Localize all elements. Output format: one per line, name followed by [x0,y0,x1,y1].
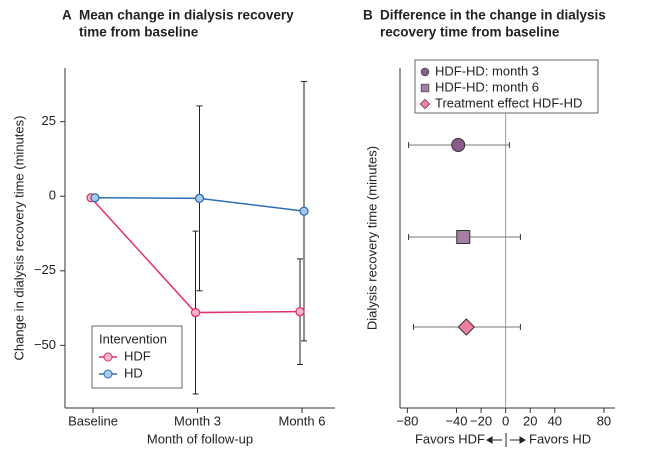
x-tick-label: Month 6 [279,413,326,428]
legend-label: HDF [124,348,151,363]
panel-letter: A [62,8,72,23]
x-tick-label: −20 [470,413,492,428]
legend-marker [420,67,430,77]
y-tick-label: 0 [49,188,56,203]
point [299,206,309,216]
legend-box [414,59,599,114]
point [190,307,201,318]
x-axis-label: Favors HD [529,431,591,446]
panel-letter: B [363,8,373,23]
legend-label: HD [124,365,143,380]
marker [451,138,466,152]
marker [456,230,471,244]
legend-label: HDF-HD: month 3 [435,63,539,78]
point [295,307,305,317]
point [90,193,100,203]
x-tick-label: −80 [396,413,418,428]
x-tick-label: Baseline [68,413,118,428]
legend-label: Treatment effect HDF-HD [435,95,582,110]
x-tick-label: Month 3 [174,413,221,428]
x-tick-label: −40 [445,413,467,428]
x-axis-label: Favors HDF [415,431,485,446]
point [194,193,205,203]
chart-title: time from baseline [79,25,199,40]
legend-marker [103,352,113,362]
chart-title: recovery time from baseline [380,25,560,40]
legend-marker [103,369,113,379]
y-axis-label: Change in dialysis recovery time (minute… [11,116,26,361]
y-axis-label: Dialysis recovery time (minutes) [364,146,379,330]
legend-marker [419,98,431,110]
x-tick-label: 40 [548,413,562,428]
legend-marker [420,83,430,93]
x-tick-label: 20 [523,413,537,428]
favor-arrows [486,433,526,447]
x-tick-label: 80 [597,413,611,428]
x-axis-label: Month of follow-up [147,431,253,446]
y-tick-label: −50 [34,337,56,352]
legend-label: HDF-HD: month 6 [435,79,539,94]
marker [457,318,476,336]
x-tick-label: 0 [502,413,509,428]
legend-title: Intervention [99,331,167,346]
chart-title: Difference in the change in dialysis [380,8,606,23]
y-tick-label: −25 [34,262,56,277]
y-tick-label: 25 [42,113,56,128]
chart-title: Mean change in dialysis recovery [79,8,294,23]
